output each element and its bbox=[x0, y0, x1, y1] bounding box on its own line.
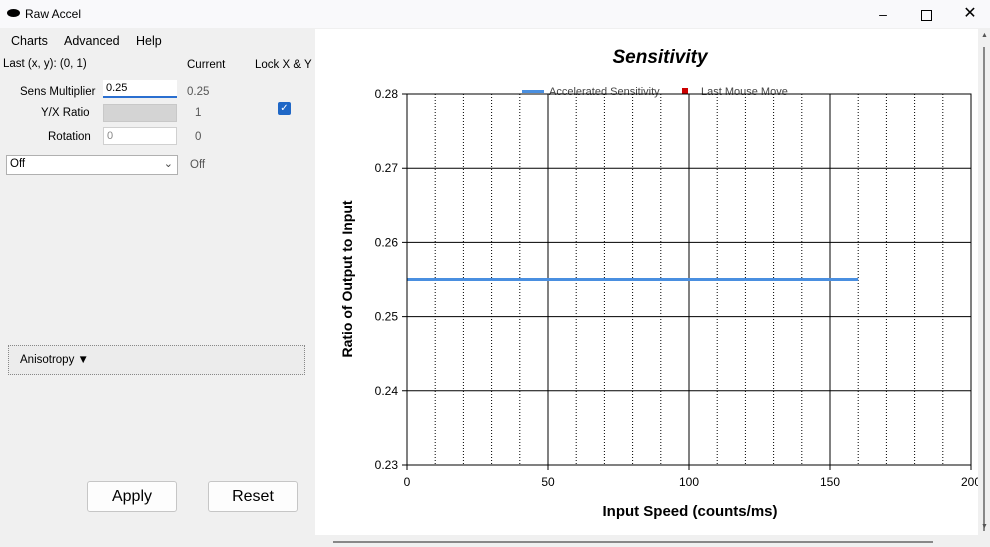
horizontal-scrollbar[interactable] bbox=[315, 536, 978, 547]
legend-item-marker: Last Mouse Move bbox=[701, 86, 788, 98]
legend-swatch-line bbox=[522, 90, 544, 93]
horizontal-scroll-thumb[interactable] bbox=[333, 541, 933, 543]
anisotropy-label: Anisotropy ▼ bbox=[20, 354, 89, 366]
yx-ratio-label: Y/X Ratio bbox=[41, 107, 90, 119]
y-tick-label: 0.26 bbox=[375, 235, 399, 249]
x-tick-label: 150 bbox=[820, 475, 840, 489]
plot-area-border bbox=[406, 93, 972, 466]
scroll-up-icon[interactable]: ▲ bbox=[981, 32, 988, 39]
vertical-scroll-thumb[interactable] bbox=[983, 47, 985, 531]
chart-grid bbox=[402, 93, 972, 470]
reset-button[interactable]: Reset bbox=[208, 481, 298, 512]
rotation-input[interactable]: 0 bbox=[103, 127, 177, 145]
window-title: Raw Accel bbox=[25, 7, 82, 21]
current-header: Current bbox=[187, 59, 226, 71]
x-tick-label: 0 bbox=[404, 475, 411, 489]
y-tick-label: 0.27 bbox=[375, 161, 399, 175]
x-axis-label: Input Speed (counts/ms) bbox=[602, 503, 777, 520]
y-tick-label: 0.24 bbox=[375, 384, 399, 398]
acceleration-mode-dropdown[interactable]: Off ⌄ bbox=[6, 155, 178, 175]
legend-swatch-marker bbox=[682, 88, 688, 94]
dropdown-selected-value: Off bbox=[10, 158, 26, 170]
menu-bar: Charts Advanced Help bbox=[0, 29, 314, 53]
menu-help[interactable]: Help bbox=[136, 34, 162, 48]
yx-ratio-input[interactable] bbox=[103, 104, 177, 122]
menu-advanced[interactable]: Advanced bbox=[64, 34, 120, 48]
last-move-label: Last (x, y): (0, 1) bbox=[3, 58, 87, 70]
y-tick-label: 0.23 bbox=[375, 458, 399, 472]
y-axis-ticks: 0.23 0.24 0.25 0.26 0.27 0.28 bbox=[375, 87, 399, 472]
minimize-icon[interactable]: – bbox=[879, 6, 887, 22]
rotation-current-value: 0 bbox=[195, 131, 202, 143]
rotation-label: Rotation bbox=[48, 131, 91, 143]
anisotropy-toggle[interactable]: Anisotropy ▼ bbox=[8, 345, 305, 375]
maximize-icon[interactable] bbox=[903, 0, 949, 28]
apply-button[interactable]: Apply bbox=[87, 481, 177, 512]
sens-multiplier-label: Sens Multiplier bbox=[20, 86, 96, 98]
mode-current-value: Off bbox=[190, 159, 206, 171]
legend-item-series: Accelerated Sensitivity bbox=[549, 86, 660, 98]
vertical-scrollbar[interactable]: ▲ ▼ bbox=[979, 29, 990, 535]
sensitivity-chart: Sensitivity Accelerated Sensitivity Last… bbox=[339, 47, 982, 520]
x-tick-label: 100 bbox=[679, 475, 699, 489]
sens-current-value: 0.25 bbox=[187, 86, 210, 98]
y-tick-label: 0.28 bbox=[375, 87, 399, 101]
yx-current-value: 1 bbox=[195, 107, 202, 119]
checkmark-icon: ✓ bbox=[280, 103, 289, 114]
x-tick-label: 200 bbox=[961, 475, 978, 489]
x-tick-label: 50 bbox=[541, 475, 555, 489]
y-axis-label: Ratio of Output to Input bbox=[339, 200, 355, 357]
lock-xy-header: Lock X & Y bbox=[255, 59, 312, 71]
x-axis-ticks: 0 50 100 150 200 bbox=[404, 475, 982, 489]
app-icon bbox=[7, 9, 20, 17]
scroll-down-icon[interactable]: ▼ bbox=[981, 523, 988, 530]
y-tick-label: 0.25 bbox=[375, 310, 399, 324]
sens-multiplier-input[interactable]: 0.25 bbox=[103, 80, 177, 98]
chevron-down-icon: ⌄ bbox=[163, 158, 173, 170]
chart-legend: Accelerated Sensitivity Last Mouse Move bbox=[522, 86, 788, 98]
menu-charts[interactable]: Charts bbox=[11, 34, 48, 48]
chart-title: Sensitivity bbox=[612, 47, 708, 68]
lock-xy-checkbox[interactable]: ✓ bbox=[278, 102, 291, 115]
sensitivity-chart-panel: Sensitivity Accelerated Sensitivity Last… bbox=[315, 29, 982, 535]
title-bar: Raw Accel – ✕ bbox=[0, 0, 990, 28]
close-icon[interactable]: ✕ bbox=[963, 5, 977, 22]
